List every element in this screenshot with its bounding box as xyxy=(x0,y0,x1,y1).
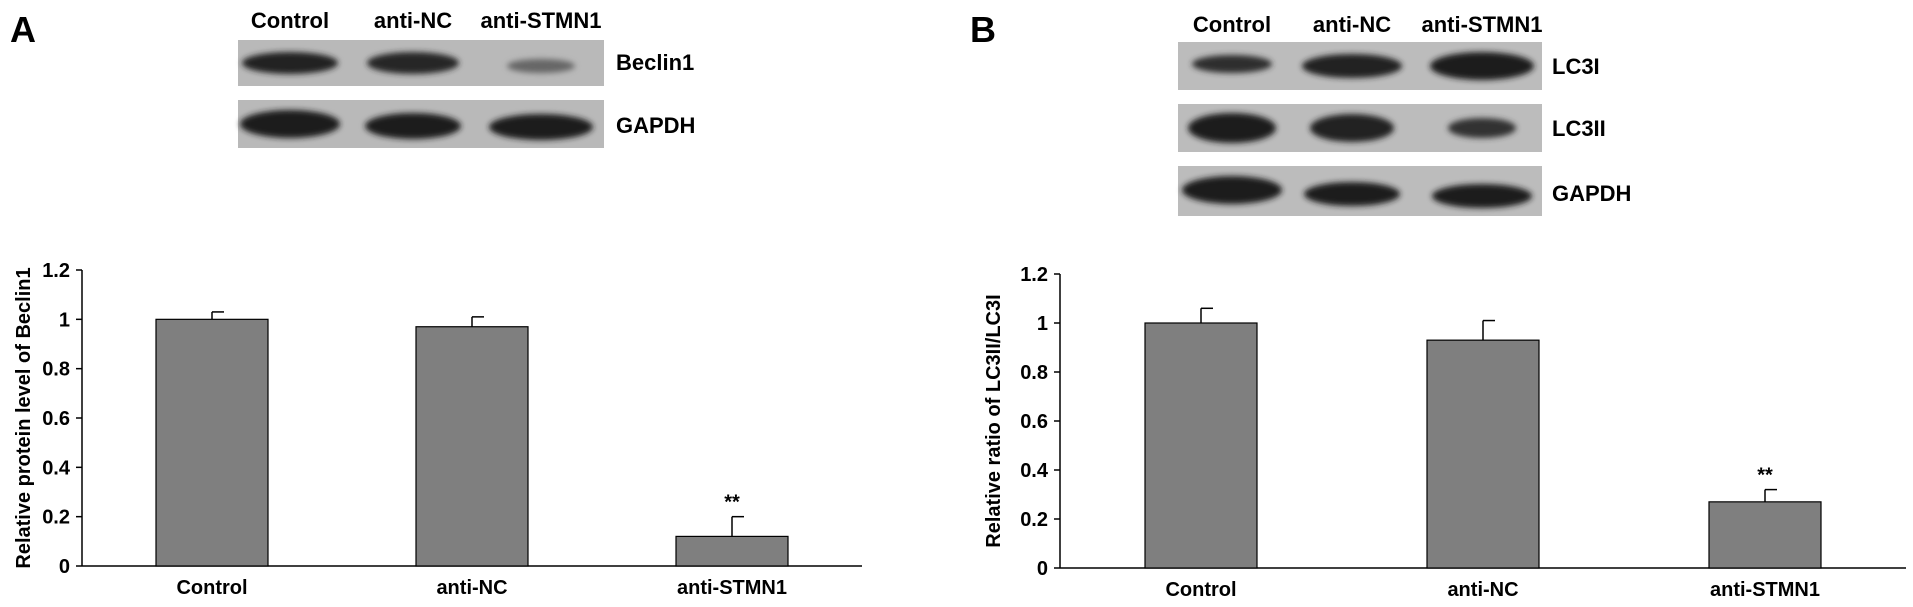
chart-b-y-tick-label: 0 xyxy=(1037,558,1048,580)
blot-b-lane-label: anti-STMN1 xyxy=(1422,12,1543,37)
blot-b-band-label: LC3II xyxy=(1552,116,1606,141)
blot-a-strip-gapdh xyxy=(238,100,604,148)
chart-a-y-tick-label: 0.8 xyxy=(42,359,70,381)
chart-b-bar xyxy=(1708,501,1822,569)
blot-band xyxy=(507,59,575,73)
chart-b-y-tick-label: 0.4 xyxy=(1020,460,1049,482)
panel-letter-b: B xyxy=(970,9,996,50)
chart-b-category-label: anti-STMN1 xyxy=(1710,579,1820,601)
chart-b-bar xyxy=(1426,339,1540,569)
blot-band xyxy=(1302,54,1402,78)
blot-b-strip-gapdh xyxy=(1178,166,1542,216)
western-blot-b: Control anti-NC anti-STMN1 LC3I LC3II xyxy=(1178,12,1631,216)
chart-b-category-label: anti-NC xyxy=(1447,579,1518,601)
panel-letter-a: A xyxy=(10,9,36,50)
chart-b-bar xyxy=(1144,322,1258,569)
chart-b-y-tick-label: 1 xyxy=(1037,313,1048,335)
blot-band xyxy=(1192,55,1272,73)
blot-band xyxy=(242,52,338,74)
chart-a-bar xyxy=(415,326,529,567)
chart-a-category-label: anti-STMN1 xyxy=(677,577,787,599)
blot-band xyxy=(1448,118,1516,138)
western-blot-a: Control anti-NC anti-STMN1 Beclin1 GAPDH xyxy=(238,8,695,148)
blot-band xyxy=(489,114,593,140)
chart-a-y-tick-label: 0 xyxy=(59,556,70,578)
blot-band xyxy=(1310,114,1394,142)
blot-b-lane-label: Control xyxy=(1193,12,1271,37)
chart-b-y-tick-label: 0.8 xyxy=(1020,362,1048,384)
chart-a-significance-mark: ** xyxy=(724,492,740,514)
chart-b-y-tick-label: 0.2 xyxy=(1020,509,1048,531)
chart-a-bar xyxy=(155,318,269,567)
blot-a-lane-label: anti-STMN1 xyxy=(481,8,602,33)
blot-b-lane-label: anti-NC xyxy=(1313,12,1391,37)
chart-b-y-axis-label: Relative ratio of LC3II/LC3I xyxy=(983,294,1005,547)
blot-b-strip-lc3i xyxy=(1178,42,1542,90)
blot-band xyxy=(367,52,459,74)
chart-a-category-label: Control xyxy=(176,577,247,599)
bar-chart-b: 0 0.2 0.4 0.6 0.8 1 1.2 Relative ratio of LC3II… xyxy=(983,264,1906,601)
blot-band xyxy=(240,110,340,138)
chart-a-y-tick-label: 1.2 xyxy=(42,260,70,282)
chart-b-significance-mark: ** xyxy=(1757,465,1773,487)
blot-band xyxy=(1304,182,1400,206)
blot-a-strip-beclin1 xyxy=(238,40,604,86)
chart-b-category-label: Control xyxy=(1165,579,1236,601)
blot-band xyxy=(1182,176,1282,204)
blot-a-band-label: GAPDH xyxy=(616,113,695,138)
blot-band xyxy=(1430,52,1534,80)
blot-band xyxy=(365,113,461,139)
blot-band xyxy=(1188,113,1276,143)
blot-a-lane-label: anti-NC xyxy=(374,8,452,33)
blot-b-band-label: GAPDH xyxy=(1552,181,1631,206)
chart-a-y-tick-label: 1 xyxy=(59,309,70,331)
chart-a-y-tick-label: 0.2 xyxy=(42,507,70,529)
chart-a-y-tick-label: 0.4 xyxy=(42,457,71,479)
chart-a-y-axis-label: Relative protein level of Beclin1 xyxy=(13,267,35,568)
panel-b: B Control anti-NC anti-STMN1 LC3I LC3II xyxy=(970,9,1906,601)
chart-a-category-label: anti-NC xyxy=(436,577,507,599)
chart-a-bar xyxy=(675,535,789,567)
blot-a-band-label: Beclin1 xyxy=(616,50,694,75)
blot-b-band-label: LC3I xyxy=(1552,54,1600,79)
chart-b-y-tick-label: 0.6 xyxy=(1020,411,1048,433)
chart-b-y-tick-label: 1.2 xyxy=(1020,264,1048,286)
blot-b-strip-lc3ii xyxy=(1178,104,1542,152)
blot-band xyxy=(1432,184,1532,208)
panel-a: A Control anti-NC anti-STMN1 Beclin1 GAP… xyxy=(10,8,862,599)
blot-a-lane-label: Control xyxy=(251,8,329,33)
chart-a-y-tick-label: 0.6 xyxy=(42,408,70,430)
bar-chart-a: 0 0.2 0.4 0.6 0.8 1 1.2 Relative protein level … xyxy=(13,260,862,599)
